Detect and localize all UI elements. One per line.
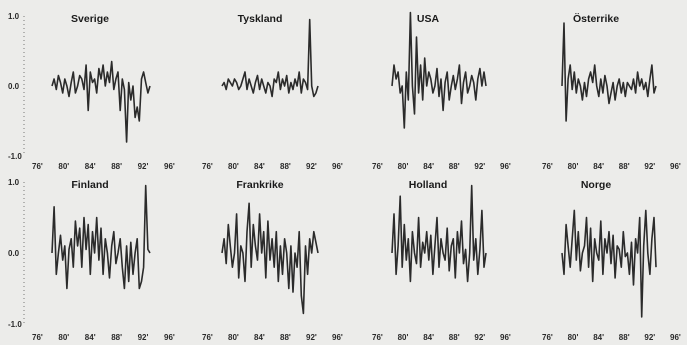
panel-österrike: Österrike 76' 80' 84' 88' 92' 96' <box>542 12 681 171</box>
x-tick-label: 96' <box>670 162 681 171</box>
panel-sverige: Sverige 76' 80' 84' 88' 92' 96' <box>32 13 175 171</box>
x-tick-label: 80' <box>228 162 239 171</box>
y-tick-label: 0.0 <box>8 82 20 91</box>
x-tick-label: 88' <box>280 162 291 171</box>
x-tick-label: 92' <box>474 333 485 342</box>
panel-holland: Holland 76' 80' 84' 88' 92' 96' <box>372 179 511 342</box>
x-tick-label: 96' <box>500 162 511 171</box>
x-tick-label: 80' <box>568 162 579 171</box>
x-tick-label: 84' <box>254 162 265 171</box>
x-tick-label: 88' <box>449 162 460 171</box>
panel-title: USA <box>417 13 440 25</box>
series-line <box>561 209 657 318</box>
x-tick-label: 88' <box>619 162 630 171</box>
x-tick-label: 80' <box>398 162 409 171</box>
x-tick-label: 96' <box>164 162 175 171</box>
x-tick-label: 92' <box>644 333 655 342</box>
x-tick-label: 80' <box>58 333 69 342</box>
x-tick-label: 92' <box>644 162 655 171</box>
y-tick-label: 1.0 <box>8 12 20 21</box>
x-tick-label: 96' <box>670 333 681 342</box>
x-tick-label: 84' <box>85 333 96 342</box>
x-tick-label: 88' <box>111 162 122 171</box>
x-tick-label: 88' <box>619 333 630 342</box>
panel-usa: USA 76' 80' 84' 88' 92' 96' <box>372 11 511 171</box>
x-tick-label: 96' <box>332 333 343 342</box>
x-tick-label: 80' <box>228 333 239 342</box>
x-tick-label: 88' <box>111 333 122 342</box>
series-line <box>391 184 487 283</box>
x-tick-label: 76' <box>372 333 383 342</box>
panel-norge: Norge 76' 80' 84' 88' 92' 96' <box>542 179 681 342</box>
x-tick-label: 92' <box>138 333 149 342</box>
x-tick-label: 92' <box>306 162 317 171</box>
x-tick-label: 76' <box>542 333 553 342</box>
x-tick-label: 96' <box>500 333 511 342</box>
x-tick-label: 88' <box>280 333 291 342</box>
x-tick-label: 84' <box>593 162 604 171</box>
panel-title: Tyskland <box>238 13 283 25</box>
x-tick-label: 84' <box>254 333 265 342</box>
x-tick-label: 80' <box>398 333 409 342</box>
series-line <box>221 18 319 98</box>
x-tick-label: 80' <box>58 162 69 171</box>
x-tick-label: 76' <box>32 162 43 171</box>
x-tick-label: 76' <box>202 333 213 342</box>
panel-title: Finland <box>71 179 108 191</box>
x-tick-label: 76' <box>372 162 383 171</box>
panel-title: Holland <box>409 179 448 191</box>
panels-layer: 1.0 0.0 -1.0 1.0 0.0 -1.0 Sverige 76' 80' 84' 88' 9… <box>8 11 681 342</box>
x-tick-label: 92' <box>474 162 485 171</box>
x-tick-label: 84' <box>593 333 604 342</box>
panel-finland: Finland 76' 80' 84' 88' 92' 96' <box>32 179 175 342</box>
series-line <box>391 11 487 129</box>
x-tick-label: 80' <box>568 333 579 342</box>
panel-title: Sverige <box>71 13 109 25</box>
series-line <box>561 22 657 122</box>
panel-frankrike: Frankrike 76' 80' 84' 88' 92' 96' <box>202 179 343 342</box>
x-tick-label: 92' <box>306 333 317 342</box>
panel-title: Österrike <box>573 12 619 25</box>
x-tick-label: 76' <box>32 333 43 342</box>
x-tick-label: 84' <box>423 333 434 342</box>
x-tick-label: 76' <box>202 162 213 171</box>
x-tick-label: 92' <box>138 162 149 171</box>
y-tick-label: -1.0 <box>8 152 22 161</box>
y-tick-label: 0.0 <box>8 249 20 258</box>
panel-title: Norge <box>581 179 611 191</box>
x-tick-label: 84' <box>85 162 96 171</box>
panel-tyskland: Tyskland 76' 80' 84' 88' 92' 96' <box>202 13 343 171</box>
series-line <box>51 60 151 143</box>
series-line <box>221 202 319 315</box>
x-tick-label: 76' <box>542 162 553 171</box>
x-tick-label: 96' <box>332 162 343 171</box>
y-tick-label: -1.0 <box>8 320 22 329</box>
x-tick-label: 96' <box>164 333 175 342</box>
panel-title: Frankrike <box>236 179 283 191</box>
series-line <box>51 184 151 290</box>
x-tick-label: 88' <box>449 333 460 342</box>
y-tick-label: 1.0 <box>8 178 20 187</box>
x-tick-label: 84' <box>423 162 434 171</box>
